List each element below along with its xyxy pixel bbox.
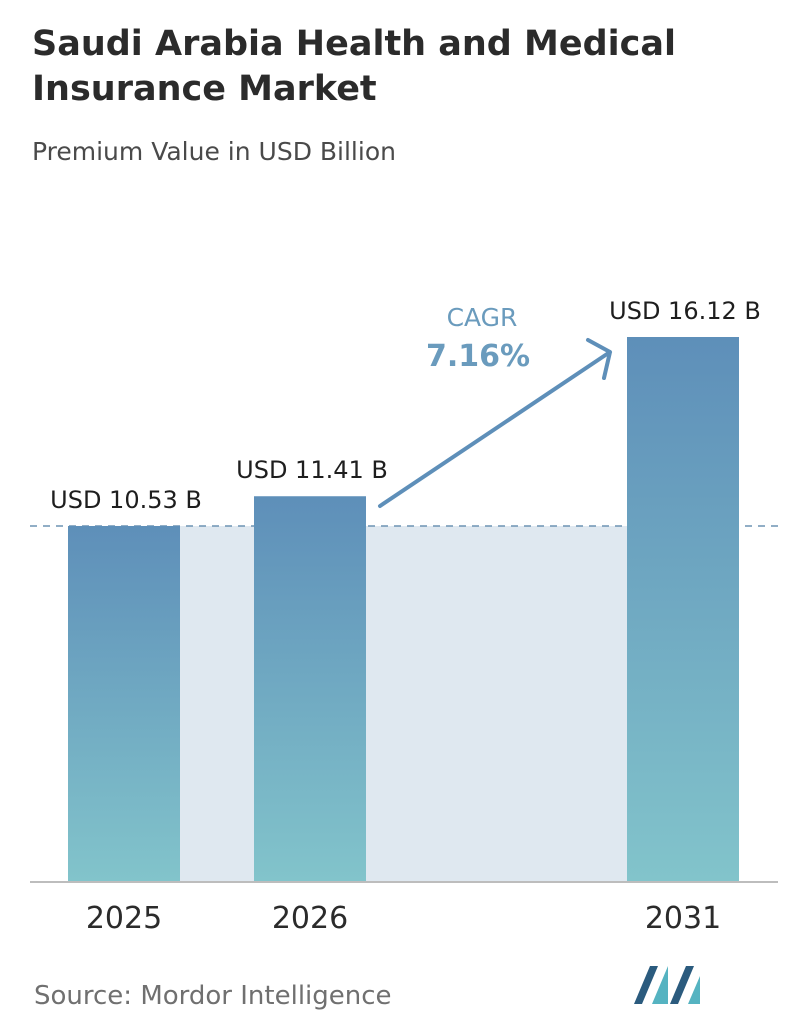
source-text: Source: Mordor Intelligence (34, 981, 392, 1011)
tick-label-2026: 2026 (272, 901, 348, 936)
cagr-annotation: CAGR 7.16% (378, 303, 612, 508)
bar-chart: USD 10.53 B USD 11.41 B USD 16.12 B 2025 20… (30, 297, 780, 936)
bar-2026 (254, 496, 366, 882)
mordor-intelligence-logo (634, 966, 700, 1004)
reference-shade (366, 525, 627, 882)
value-label-2025: USD 10.53 B (50, 486, 202, 514)
value-label-2031: USD 16.12 B (609, 297, 761, 325)
bar-2025 (68, 525, 180, 882)
cagr-label: CAGR (447, 303, 518, 332)
cagr-arrow-icon (378, 338, 612, 508)
tick-label-2025: 2025 (86, 901, 162, 936)
tick-label-2031: 2031 (645, 901, 721, 936)
bar-2031 (627, 337, 739, 882)
cagr-value: 7.16% (426, 339, 530, 374)
reference-shade (180, 525, 254, 882)
value-label-2026: USD 11.41 B (236, 456, 388, 484)
chart-title: Saudi Arabia Health and Medical Insuranc… (32, 24, 677, 109)
chart-subtitle: Premium Value in USD Billion (32, 137, 396, 166)
